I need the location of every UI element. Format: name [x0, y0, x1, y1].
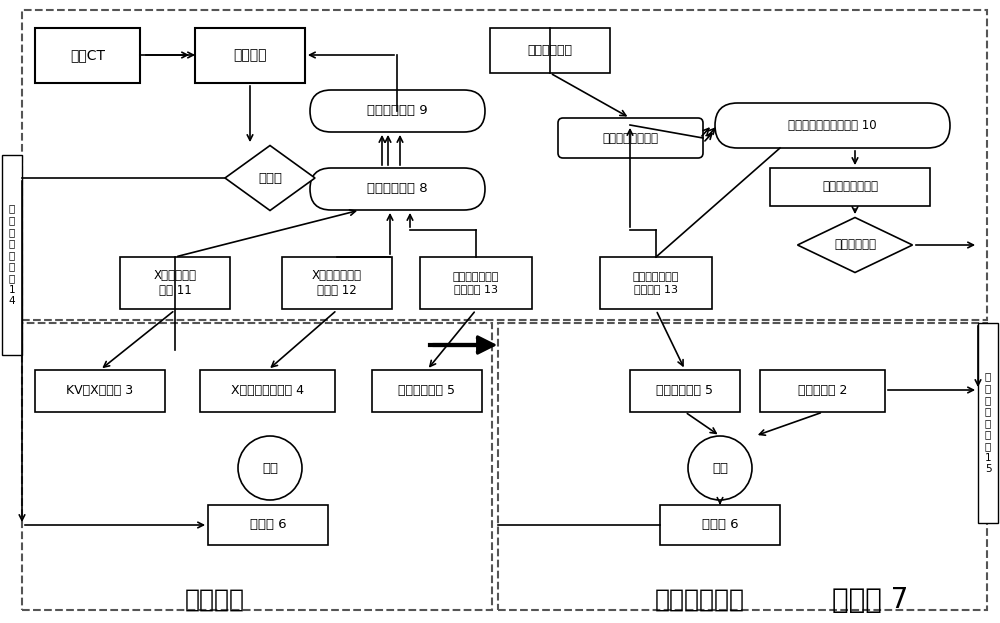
Bar: [200, 370, 335, 412]
Text: 偏移量: 偏移量: [258, 171, 282, 184]
FancyBboxPatch shape: [558, 118, 703, 158]
Text: 靶区运动坐标计算: 靶区运动坐标计算: [822, 181, 878, 194]
Bar: [498, 323, 987, 610]
Bar: [35, 28, 140, 83]
Polygon shape: [798, 217, 912, 272]
Text: X射线机驱动
接口 11: X射线机驱动 接口 11: [154, 269, 196, 297]
Text: 靶区运动实时监控模块 10: 靶区运动实时监控模块 10: [788, 119, 877, 132]
Text: KV级X射线机 3: KV级X射线机 3: [66, 384, 134, 397]
Bar: [35, 370, 165, 412]
Polygon shape: [225, 146, 315, 211]
Text: 构建靶区运动模型: 构建靶区运动模型: [602, 131, 658, 145]
Text: 治疗床 6: 治疗床 6: [250, 518, 286, 531]
Text: 光学定位信号采
集驱动卡 13: 光学定位信号采 集驱动卡 13: [633, 272, 679, 294]
Bar: [660, 505, 780, 545]
Text: 影像采集模块 8: 影像采集模块 8: [367, 183, 428, 196]
Bar: [120, 257, 230, 309]
Bar: [630, 370, 740, 412]
Text: 光学定位系统 5: 光学定位系统 5: [398, 384, 456, 397]
Bar: [770, 168, 930, 206]
Bar: [282, 257, 392, 309]
Bar: [22, 323, 492, 610]
Circle shape: [238, 436, 302, 500]
Text: 服务器 7: 服务器 7: [832, 586, 908, 614]
Bar: [208, 505, 328, 545]
FancyBboxPatch shape: [310, 168, 485, 210]
Text: 靶区中心定位: 靶区中心定位: [528, 44, 572, 57]
Bar: [760, 370, 885, 412]
Bar: [372, 370, 482, 412]
Text: 准
直
器
驱
动
接
口
1
5: 准 直 器 驱 动 接 口 1 5: [985, 371, 991, 474]
FancyBboxPatch shape: [715, 103, 950, 148]
Text: X射线平板探测器 4: X射线平板探测器 4: [231, 384, 304, 397]
Text: 射束实时跟踪: 射束实时跟踪: [655, 588, 745, 612]
Bar: [22, 10, 987, 320]
FancyBboxPatch shape: [310, 90, 485, 132]
Circle shape: [688, 436, 752, 500]
Text: 病人: 病人: [262, 462, 278, 475]
Text: 治
疗
床
驱
动
接
口
1
4: 治 疗 床 驱 动 接 口 1 4: [9, 204, 15, 307]
Text: 病人: 病人: [712, 462, 728, 475]
Text: 准直器移动量: 准直器移动量: [834, 239, 876, 252]
Bar: [195, 28, 305, 83]
Text: 多叶准直器 2: 多叶准直器 2: [798, 384, 847, 397]
Bar: [490, 28, 610, 73]
Text: 计划CT: 计划CT: [70, 49, 105, 62]
Bar: [2, 155, 22, 355]
Bar: [978, 323, 998, 523]
Text: 影像处理模块 9: 影像处理模块 9: [367, 105, 428, 118]
Text: X射线影像采集
驱动卡 12: X射线影像采集 驱动卡 12: [312, 269, 362, 297]
Text: 影像配准: 影像配准: [233, 49, 267, 62]
Bar: [600, 257, 712, 309]
Text: 自动摆位: 自动摆位: [185, 588, 245, 612]
Text: 光学定位信号采
集驱动卡 13: 光学定位信号采 集驱动卡 13: [453, 272, 499, 294]
Bar: [420, 257, 532, 309]
Text: 光学定位系统 5: 光学定位系统 5: [656, 384, 714, 397]
Text: 治疗床 6: 治疗床 6: [702, 518, 738, 531]
